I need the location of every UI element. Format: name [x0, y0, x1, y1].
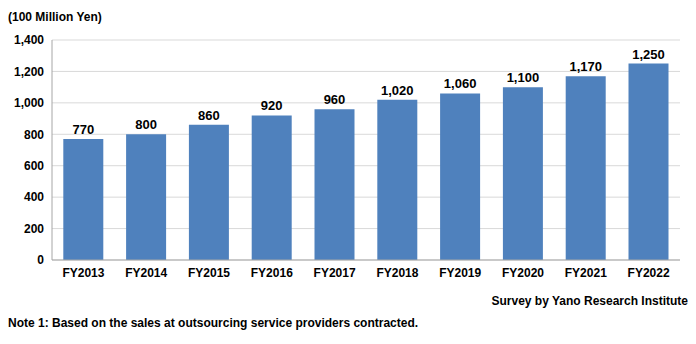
svg-text:1,100: 1,100 [507, 70, 540, 85]
svg-text:FY2014: FY2014 [125, 266, 167, 280]
svg-text:1,400: 1,400 [14, 33, 44, 47]
svg-text:FY2016: FY2016 [251, 266, 293, 280]
svg-text:860: 860 [198, 108, 220, 123]
svg-text:1,200: 1,200 [14, 65, 44, 79]
svg-text:200: 200 [24, 222, 44, 236]
svg-text:0: 0 [37, 253, 44, 267]
svg-text:1,060: 1,060 [444, 76, 477, 91]
svg-text:1,250: 1,250 [632, 47, 665, 62]
svg-text:1,000: 1,000 [14, 96, 44, 110]
svg-text:770: 770 [72, 122, 94, 137]
html-text:Survey by Yano Research Instit: Survey by Yano Research Institute [491, 294, 688, 308]
svg-text:FY2017: FY2017 [314, 266, 356, 280]
html-text:Note 1: Based on the sales at: Note 1: Based on the sales at outsourcin… [8, 316, 419, 330]
svg-text:1,170: 1,170 [569, 59, 602, 74]
svg-text:920: 920 [261, 98, 283, 113]
svg-text:1,020: 1,020 [381, 83, 414, 98]
svg-text:800: 800 [135, 117, 157, 132]
svg-text:FY2015: FY2015 [188, 266, 230, 280]
html-text:(100 Million Yen): (100 Million Yen) [8, 10, 102, 24]
svg-text:FY2018: FY2018 [376, 266, 418, 280]
svg-text:FY2013: FY2013 [62, 266, 104, 280]
svg-text:FY2019: FY2019 [439, 266, 481, 280]
svg-text:960: 960 [324, 92, 346, 107]
svg-text:FY2020: FY2020 [502, 266, 544, 280]
svg-text:800: 800 [24, 128, 44, 142]
svg-text:400: 400 [24, 190, 44, 204]
svg-text:FY2022: FY2022 [628, 266, 670, 280]
svg-text:FY2021: FY2021 [565, 266, 607, 280]
svg-text:600: 600 [24, 159, 44, 173]
